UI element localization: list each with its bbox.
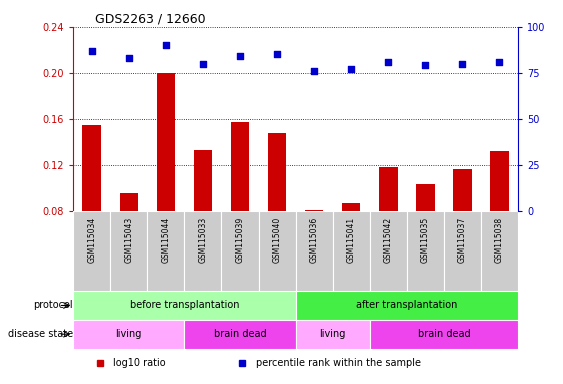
Point xyxy=(162,42,171,48)
Text: GDS2263 / 12660: GDS2263 / 12660 xyxy=(96,13,206,26)
Point xyxy=(421,63,430,69)
Text: GSM115042: GSM115042 xyxy=(384,217,393,263)
Text: GSM115035: GSM115035 xyxy=(421,217,430,263)
Bar xyxy=(296,211,333,291)
Text: GSM115033: GSM115033 xyxy=(198,217,207,263)
Bar xyxy=(406,211,444,291)
Bar xyxy=(416,184,435,211)
Point xyxy=(347,66,356,72)
Bar xyxy=(73,320,185,349)
Point xyxy=(87,48,96,54)
Bar xyxy=(110,211,148,291)
Text: GSM115038: GSM115038 xyxy=(495,217,504,263)
Bar xyxy=(453,169,472,211)
Bar xyxy=(490,151,509,211)
Text: GSM115040: GSM115040 xyxy=(272,217,282,263)
Point xyxy=(384,59,393,65)
Text: percentile rank within the sample: percentile rank within the sample xyxy=(256,358,421,368)
Text: GSM115044: GSM115044 xyxy=(162,217,171,263)
Point xyxy=(124,55,133,61)
Bar xyxy=(379,167,397,211)
Bar xyxy=(481,211,518,291)
Bar xyxy=(185,320,296,349)
Bar xyxy=(221,211,258,291)
Text: before transplantation: before transplantation xyxy=(129,301,239,311)
Bar xyxy=(333,211,370,291)
Point xyxy=(272,51,282,58)
Text: GSM115041: GSM115041 xyxy=(347,217,356,263)
Text: brain dead: brain dead xyxy=(214,329,266,339)
Bar xyxy=(148,211,185,291)
Text: GSM115037: GSM115037 xyxy=(458,217,467,263)
Bar xyxy=(444,211,481,291)
Text: protocol: protocol xyxy=(34,301,73,311)
Bar xyxy=(370,211,406,291)
Point xyxy=(235,53,244,60)
Bar xyxy=(296,320,370,349)
Bar xyxy=(305,210,323,211)
Point xyxy=(458,61,467,67)
Text: GSM115034: GSM115034 xyxy=(87,217,96,263)
Text: after transplantation: after transplantation xyxy=(356,301,458,311)
Point xyxy=(198,61,207,67)
Bar xyxy=(296,291,518,320)
Bar xyxy=(119,194,138,211)
Text: GSM115039: GSM115039 xyxy=(235,217,244,263)
Text: living: living xyxy=(115,329,142,339)
Point xyxy=(495,59,504,65)
Text: GSM115043: GSM115043 xyxy=(124,217,133,263)
Point xyxy=(310,68,319,74)
Bar xyxy=(231,122,249,211)
Bar xyxy=(342,203,360,211)
Bar xyxy=(73,291,296,320)
Bar xyxy=(73,211,110,291)
Text: living: living xyxy=(319,329,346,339)
Bar xyxy=(268,132,287,211)
Text: disease state: disease state xyxy=(8,329,73,339)
Bar xyxy=(185,211,221,291)
Text: GSM115036: GSM115036 xyxy=(310,217,319,263)
Text: log10 ratio: log10 ratio xyxy=(113,358,166,368)
Text: brain dead: brain dead xyxy=(418,329,470,339)
Bar xyxy=(370,320,518,349)
Bar xyxy=(157,73,175,211)
Bar xyxy=(82,124,101,211)
Bar xyxy=(258,211,296,291)
Bar xyxy=(194,150,212,211)
